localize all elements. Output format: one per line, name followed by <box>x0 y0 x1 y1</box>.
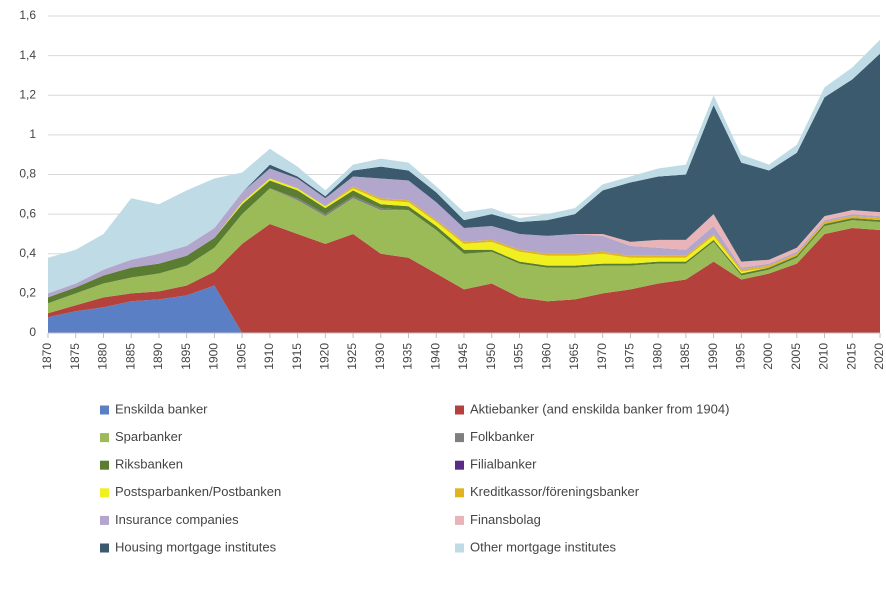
x-tick-label: 1915 <box>290 343 304 370</box>
legend: Enskilda banker Aktiebanker (and enskilda… <box>100 401 729 554</box>
x-tick-label: 1870 <box>40 343 54 370</box>
x-tick-label: 1955 <box>512 343 526 370</box>
x-tick-label: 1995 <box>734 343 748 370</box>
x-tick-label: 2005 <box>789 343 803 370</box>
x-tick-label: 1890 <box>151 343 165 370</box>
area <box>48 168 880 298</box>
x-tick-label: 1895 <box>179 343 193 370</box>
x-tick-label: 2020 <box>872 343 886 370</box>
y-tick-label: 0,6 <box>19 206 36 220</box>
y-tick-label: 0,4 <box>19 246 36 260</box>
x-tick-label: 1935 <box>401 343 415 370</box>
y-tick-label: 0,8 <box>19 167 36 181</box>
x-tick-label: 1875 <box>68 343 82 370</box>
legend-swatch <box>455 405 464 415</box>
legend-swatch <box>455 433 464 443</box>
area <box>48 224 880 333</box>
x-tick-label: 1960 <box>539 343 553 370</box>
x-tick-label: 2000 <box>761 343 775 370</box>
x-tick-label: 1880 <box>96 343 110 370</box>
legend-swatch <box>100 488 109 498</box>
legend-label: Housing mortgage institutes <box>115 539 277 554</box>
x-tick-label: 1980 <box>650 343 664 370</box>
legend-label: Filialbanker <box>470 457 537 472</box>
x-tick-label: 1925 <box>345 343 359 370</box>
x-tick-label: 1970 <box>595 343 609 370</box>
x-tick-label: 1965 <box>567 343 581 370</box>
area <box>48 188 880 314</box>
x-tick-label: 1930 <box>373 343 387 370</box>
x-tick-label: 1920 <box>318 343 332 370</box>
x-tick-label: 2015 <box>844 343 858 370</box>
legend-swatch <box>455 488 464 498</box>
area <box>48 285 880 333</box>
legend-swatch <box>100 433 109 443</box>
legend-label: Folkbanker <box>470 429 535 444</box>
x-tick-label: 1910 <box>262 343 276 370</box>
legend-swatch <box>455 515 464 525</box>
legend-label: Finansbolag <box>470 512 541 527</box>
y-tick-label: 1,6 <box>19 8 36 22</box>
y-tick-label: 0,2 <box>19 286 36 300</box>
legend-swatch <box>100 460 109 470</box>
area <box>48 53 880 294</box>
x-tick-label: 1985 <box>678 343 692 370</box>
x-tick-label: 1950 <box>484 343 498 370</box>
x-tick-label: 1975 <box>623 343 637 370</box>
y-tick-label: 1,2 <box>19 87 36 101</box>
x-tick-label: 1900 <box>207 343 221 370</box>
x-tick-label: 2010 <box>817 343 831 370</box>
legend-swatch <box>100 543 109 553</box>
x-tick-label: 1885 <box>123 343 137 370</box>
legend-swatch <box>100 405 109 415</box>
legend-label: Sparbanker <box>115 429 183 444</box>
x-tick-label: 1990 <box>706 343 720 370</box>
y-tick-label: 0 <box>29 325 36 339</box>
legend-label: Enskilda banker <box>115 401 208 416</box>
legend-label: Aktiebanker (and enskilda banker from 19… <box>470 401 729 416</box>
x-tick-label: 1945 <box>456 343 470 370</box>
legend-swatch <box>455 543 464 553</box>
legend-label: Kreditkassor/föreningsbanker <box>470 484 640 499</box>
legend-label: Insurance companies <box>115 512 239 527</box>
legend-label: Postsparbanken/Postbanken <box>115 484 281 499</box>
legend-label: Riksbanken <box>115 457 183 472</box>
y-tick-label: 1,4 <box>19 48 36 62</box>
area <box>48 180 880 304</box>
legend-label: Other mortgage institutes <box>470 539 616 554</box>
legend-swatch <box>100 515 109 525</box>
legend-swatch <box>455 460 464 470</box>
y-tick-label: 1 <box>29 127 36 141</box>
x-tick-label: 1940 <box>428 343 442 370</box>
x-tick-label: 1905 <box>234 343 248 370</box>
